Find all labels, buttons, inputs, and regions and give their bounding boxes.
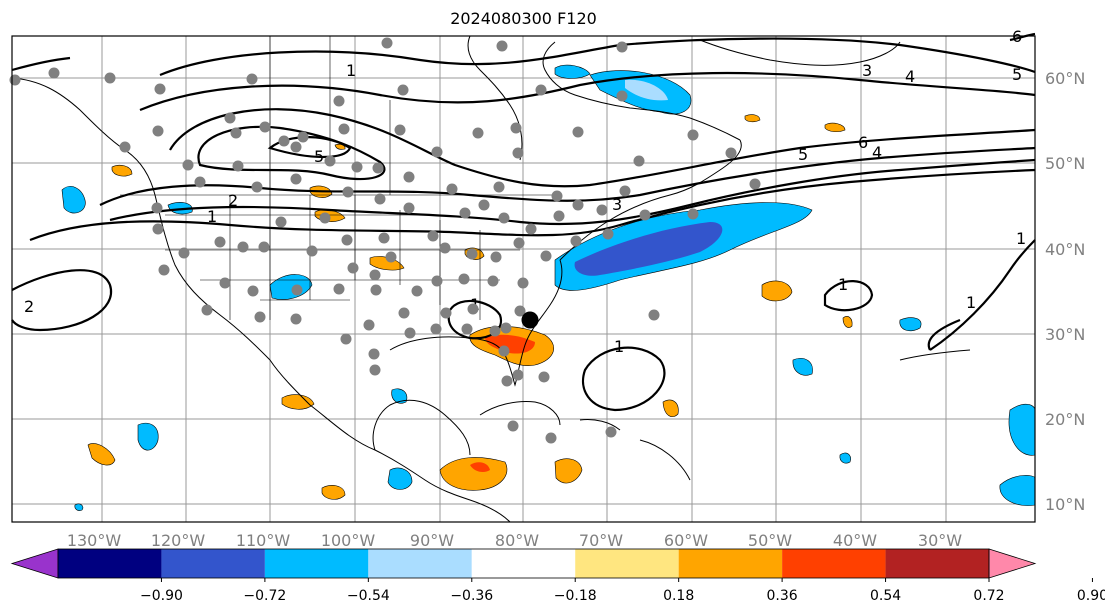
lon-label: 80°W — [495, 531, 539, 550]
colorbar-tick-label: −0.72 — [243, 588, 286, 604]
lon-label: 90°W — [410, 531, 454, 550]
colorbar-bin — [264, 549, 369, 578]
contour-label: 2 — [24, 297, 34, 316]
lon-label: 100°W — [321, 531, 376, 550]
colorbar-extend-max — [988, 548, 1037, 579]
colorbar-tick-label: −0.90 — [140, 588, 183, 604]
colorbar-bin — [471, 549, 576, 578]
lat-label: 40°N — [1045, 240, 1085, 259]
colorbar-tick-label: 0.54 — [870, 588, 901, 604]
contour-label: 1 — [346, 61, 356, 80]
colorbar-tick-label: 0.90 — [1077, 588, 1105, 604]
political-borders — [120, 36, 560, 320]
contour-label: 2 — [228, 191, 238, 210]
lon-label: 30°W — [918, 531, 962, 550]
contour-label: 1 — [614, 337, 624, 356]
contour-label: 5 — [798, 145, 808, 164]
contour-label: 6 — [858, 133, 868, 152]
colorbar-bin — [161, 549, 265, 578]
lat-label: 20°N — [1045, 410, 1085, 429]
contour-label: 5 — [314, 147, 324, 166]
lon-label: 40°W — [833, 531, 877, 550]
contour-label: 3 — [612, 195, 622, 214]
lon-label: 70°W — [579, 531, 623, 550]
colorbar-bin — [678, 549, 783, 578]
lon-label: 120°W — [151, 531, 206, 550]
storm-center-marker — [521, 311, 539, 329]
lat-label: 50°N — [1045, 154, 1085, 173]
colorbar-bin — [885, 549, 989, 578]
colorbar-outline — [57, 548, 990, 579]
longitude-labels: 130°W 120°W 110°W 100°W 90°W 80°W 70°W 6… — [67, 531, 962, 550]
lat-label: 30°N — [1045, 325, 1085, 344]
contour-label: 1 — [966, 293, 976, 312]
shaded-field-negative — [61, 64, 1036, 511]
plot-title: 2024080300 F120 — [450, 9, 597, 28]
lat-label: 10°N — [1045, 495, 1085, 514]
colorbar-tick-label: 0.72 — [973, 588, 1004, 604]
colorbar-tick-label: −0.18 — [554, 588, 597, 604]
colorbar-bin — [58, 549, 162, 578]
colorbar-bin — [368, 549, 472, 578]
lon-label: 130°W — [67, 531, 122, 550]
map-frame — [11, 35, 1036, 523]
colorbar-tick-label: 0.36 — [767, 588, 798, 604]
colorbar-bin — [575, 549, 679, 578]
colorbar — [10, 548, 1093, 582]
colorbar-bin — [782, 549, 886, 578]
colorbar-extend-min — [10, 548, 59, 579]
colorbar-tick-label: −0.54 — [347, 588, 390, 604]
contour-label: 4 — [905, 67, 915, 86]
lat-label: 60°N — [1045, 69, 1085, 88]
contour-label: 5 — [1012, 65, 1022, 84]
colorbar-tick-labels: −0.90 −0.72 −0.54 −0.36 −0.18 0.18 0.36 0.54 0.7… — [140, 588, 1105, 604]
contour-lines — [11, 32, 1036, 412]
lon-label: 50°W — [748, 531, 792, 550]
contour-label: 4 — [872, 143, 882, 162]
contour-label: 1 — [838, 275, 848, 294]
lon-label: 60°W — [664, 531, 708, 550]
contour-label: 3 — [862, 61, 872, 80]
latitude-labels: 60°N 50°N 40°N 30°N 20°N 10°N — [1045, 69, 1085, 514]
station-dots — [9, 37, 761, 444]
contour-label: 1 — [207, 207, 217, 226]
lon-label: 110°W — [236, 531, 291, 550]
colorbar-tick-label: 0.18 — [663, 588, 694, 604]
colorbar-tick-label: −0.36 — [450, 588, 493, 604]
contour-label: 1 — [1016, 229, 1026, 248]
